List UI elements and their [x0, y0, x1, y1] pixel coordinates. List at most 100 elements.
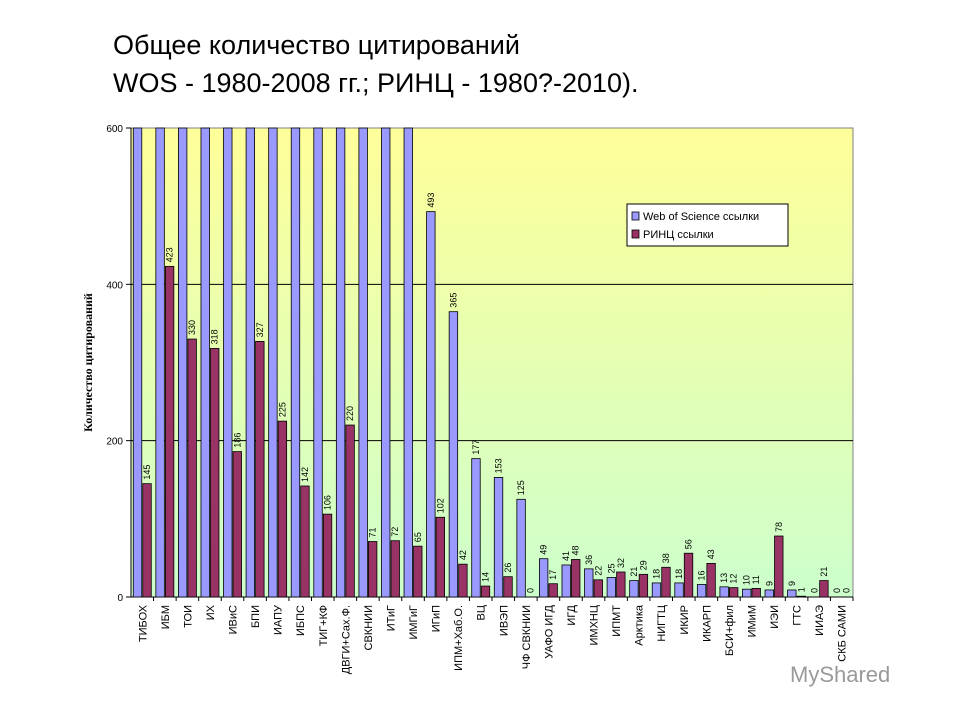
bar-wos: [606, 577, 616, 598]
data-label: 0: [832, 588, 842, 593]
data-label: 48: [571, 545, 581, 555]
x-tick-label: ИГиП: [431, 605, 443, 632]
x-tick-label: БПИ: [250, 605, 262, 628]
x-tick-label: ИБМ: [160, 605, 172, 629]
data-label: 0: [841, 588, 851, 593]
x-tick-label: ИМХНЦ: [589, 605, 601, 646]
x-tick-label: СВКНИИ: [363, 605, 375, 650]
bar-rinc: [345, 424, 355, 598]
bar-wos: [674, 582, 684, 598]
x-tick-label: ИПМ+Хаб.О.: [453, 605, 465, 671]
bar-wos: [268, 127, 278, 598]
data-label: 142: [300, 467, 310, 482]
data-label: 43: [706, 549, 716, 559]
title-line-2: WOS - 1980-2008 гг.; РИНЦ - 1980?-2010).: [113, 68, 639, 98]
data-label: 21: [629, 567, 639, 577]
bar-rinc: [142, 483, 152, 598]
data-label: 9: [787, 581, 797, 586]
x-tick-label: ИКИР: [679, 605, 691, 635]
data-label: 423: [165, 247, 175, 262]
bar-rinc: [210, 348, 220, 598]
data-label: 0: [526, 588, 536, 593]
bar-wos: [539, 558, 549, 598]
x-tick-label: ИИАЭ: [814, 605, 826, 636]
title-line-1: Общее количество цитирований: [113, 30, 520, 60]
x-tick-label: ТОИ: [182, 605, 194, 628]
data-label: 493: [426, 193, 436, 208]
data-label: 17: [548, 570, 558, 580]
bar-wos: [178, 127, 188, 598]
bar-wos: [313, 127, 323, 598]
x-tick-label: ИЭИ: [769, 605, 781, 629]
watermark-text: MyShared: [790, 662, 891, 687]
data-label: 78: [774, 522, 784, 532]
data-label: 18: [651, 569, 661, 579]
bar-wos: [335, 127, 346, 598]
bar-rinc: [548, 583, 558, 598]
x-tick-label: ИКАРП: [701, 605, 713, 642]
bar-wos: [651, 582, 662, 598]
bar-wos: [561, 564, 571, 598]
bar-rinc: [255, 340, 265, 598]
data-label: 177: [471, 440, 481, 455]
bar-wos: [764, 589, 774, 598]
x-tick-label: ТИГ+КФ: [318, 605, 330, 646]
bar-rinc: [322, 513, 333, 598]
x-tick-label: УАФО ИГД: [543, 604, 555, 658]
data-label: 32: [616, 558, 626, 568]
data-label: 10: [742, 575, 752, 585]
x-tick-label: ИМиМ: [746, 605, 758, 637]
y-tick-label: 600: [106, 124, 123, 135]
data-label: 1: [796, 587, 806, 592]
bar-wos: [381, 127, 391, 598]
bar-wos: [290, 127, 301, 598]
bar-rinc: [661, 566, 671, 598]
data-label: 42: [458, 550, 468, 560]
bar-rinc: [729, 587, 739, 598]
data-label: 26: [503, 563, 513, 573]
data-label: 18: [674, 569, 684, 579]
bar-rinc: [774, 535, 784, 598]
x-tick-label: ИТиГ: [385, 605, 397, 631]
data-label: 106: [323, 495, 333, 510]
data-label: 49: [539, 545, 549, 555]
bar-rinc: [616, 571, 626, 598]
data-label: 9: [764, 581, 774, 586]
y-tick-label: 400: [106, 280, 123, 291]
bar-rinc: [638, 573, 649, 598]
bar-wos: [584, 568, 594, 598]
x-tick-label: ЧФ СВКНИИ: [521, 605, 533, 669]
x-tick-label: ИХ: [205, 604, 217, 620]
data-label: 56: [684, 539, 694, 549]
data-label: 102: [435, 498, 445, 513]
bar-wos: [787, 589, 797, 598]
bar-rinc: [458, 563, 468, 598]
data-label: 12: [729, 574, 739, 584]
bar-rinc: [706, 562, 716, 598]
data-label: 225: [277, 402, 287, 417]
data-label: 65: [413, 532, 423, 542]
x-tick-label: ТИБОХ: [137, 604, 149, 642]
bar-wos: [132, 127, 143, 598]
data-label: 318: [210, 329, 220, 344]
slide-title: Общее количество цитирований WOS - 1980-…: [113, 26, 639, 102]
bar-wos: [358, 127, 368, 598]
x-tick-label: БСИ+фил: [724, 605, 736, 656]
bar-wos: [200, 127, 210, 598]
bar-wos: [471, 458, 481, 598]
data-label: 38: [661, 553, 671, 563]
x-tick-label: ИВЭП: [498, 605, 510, 636]
data-label: 21: [819, 567, 829, 577]
data-label: 71: [368, 527, 378, 537]
data-label: 145: [142, 465, 152, 480]
data-label: 125: [516, 480, 526, 495]
x-tick-label: СКБ САМИ: [837, 605, 849, 662]
data-label: 11: [751, 575, 761, 584]
bar-rinc: [571, 559, 581, 598]
bar-wos: [516, 498, 526, 598]
x-tick-label: ИГД: [566, 604, 578, 625]
legend-swatch-rinc: [631, 229, 640, 239]
bar-rinc: [593, 579, 603, 598]
x-tick-label: Арктика: [634, 604, 646, 646]
data-label: 25: [606, 563, 616, 573]
